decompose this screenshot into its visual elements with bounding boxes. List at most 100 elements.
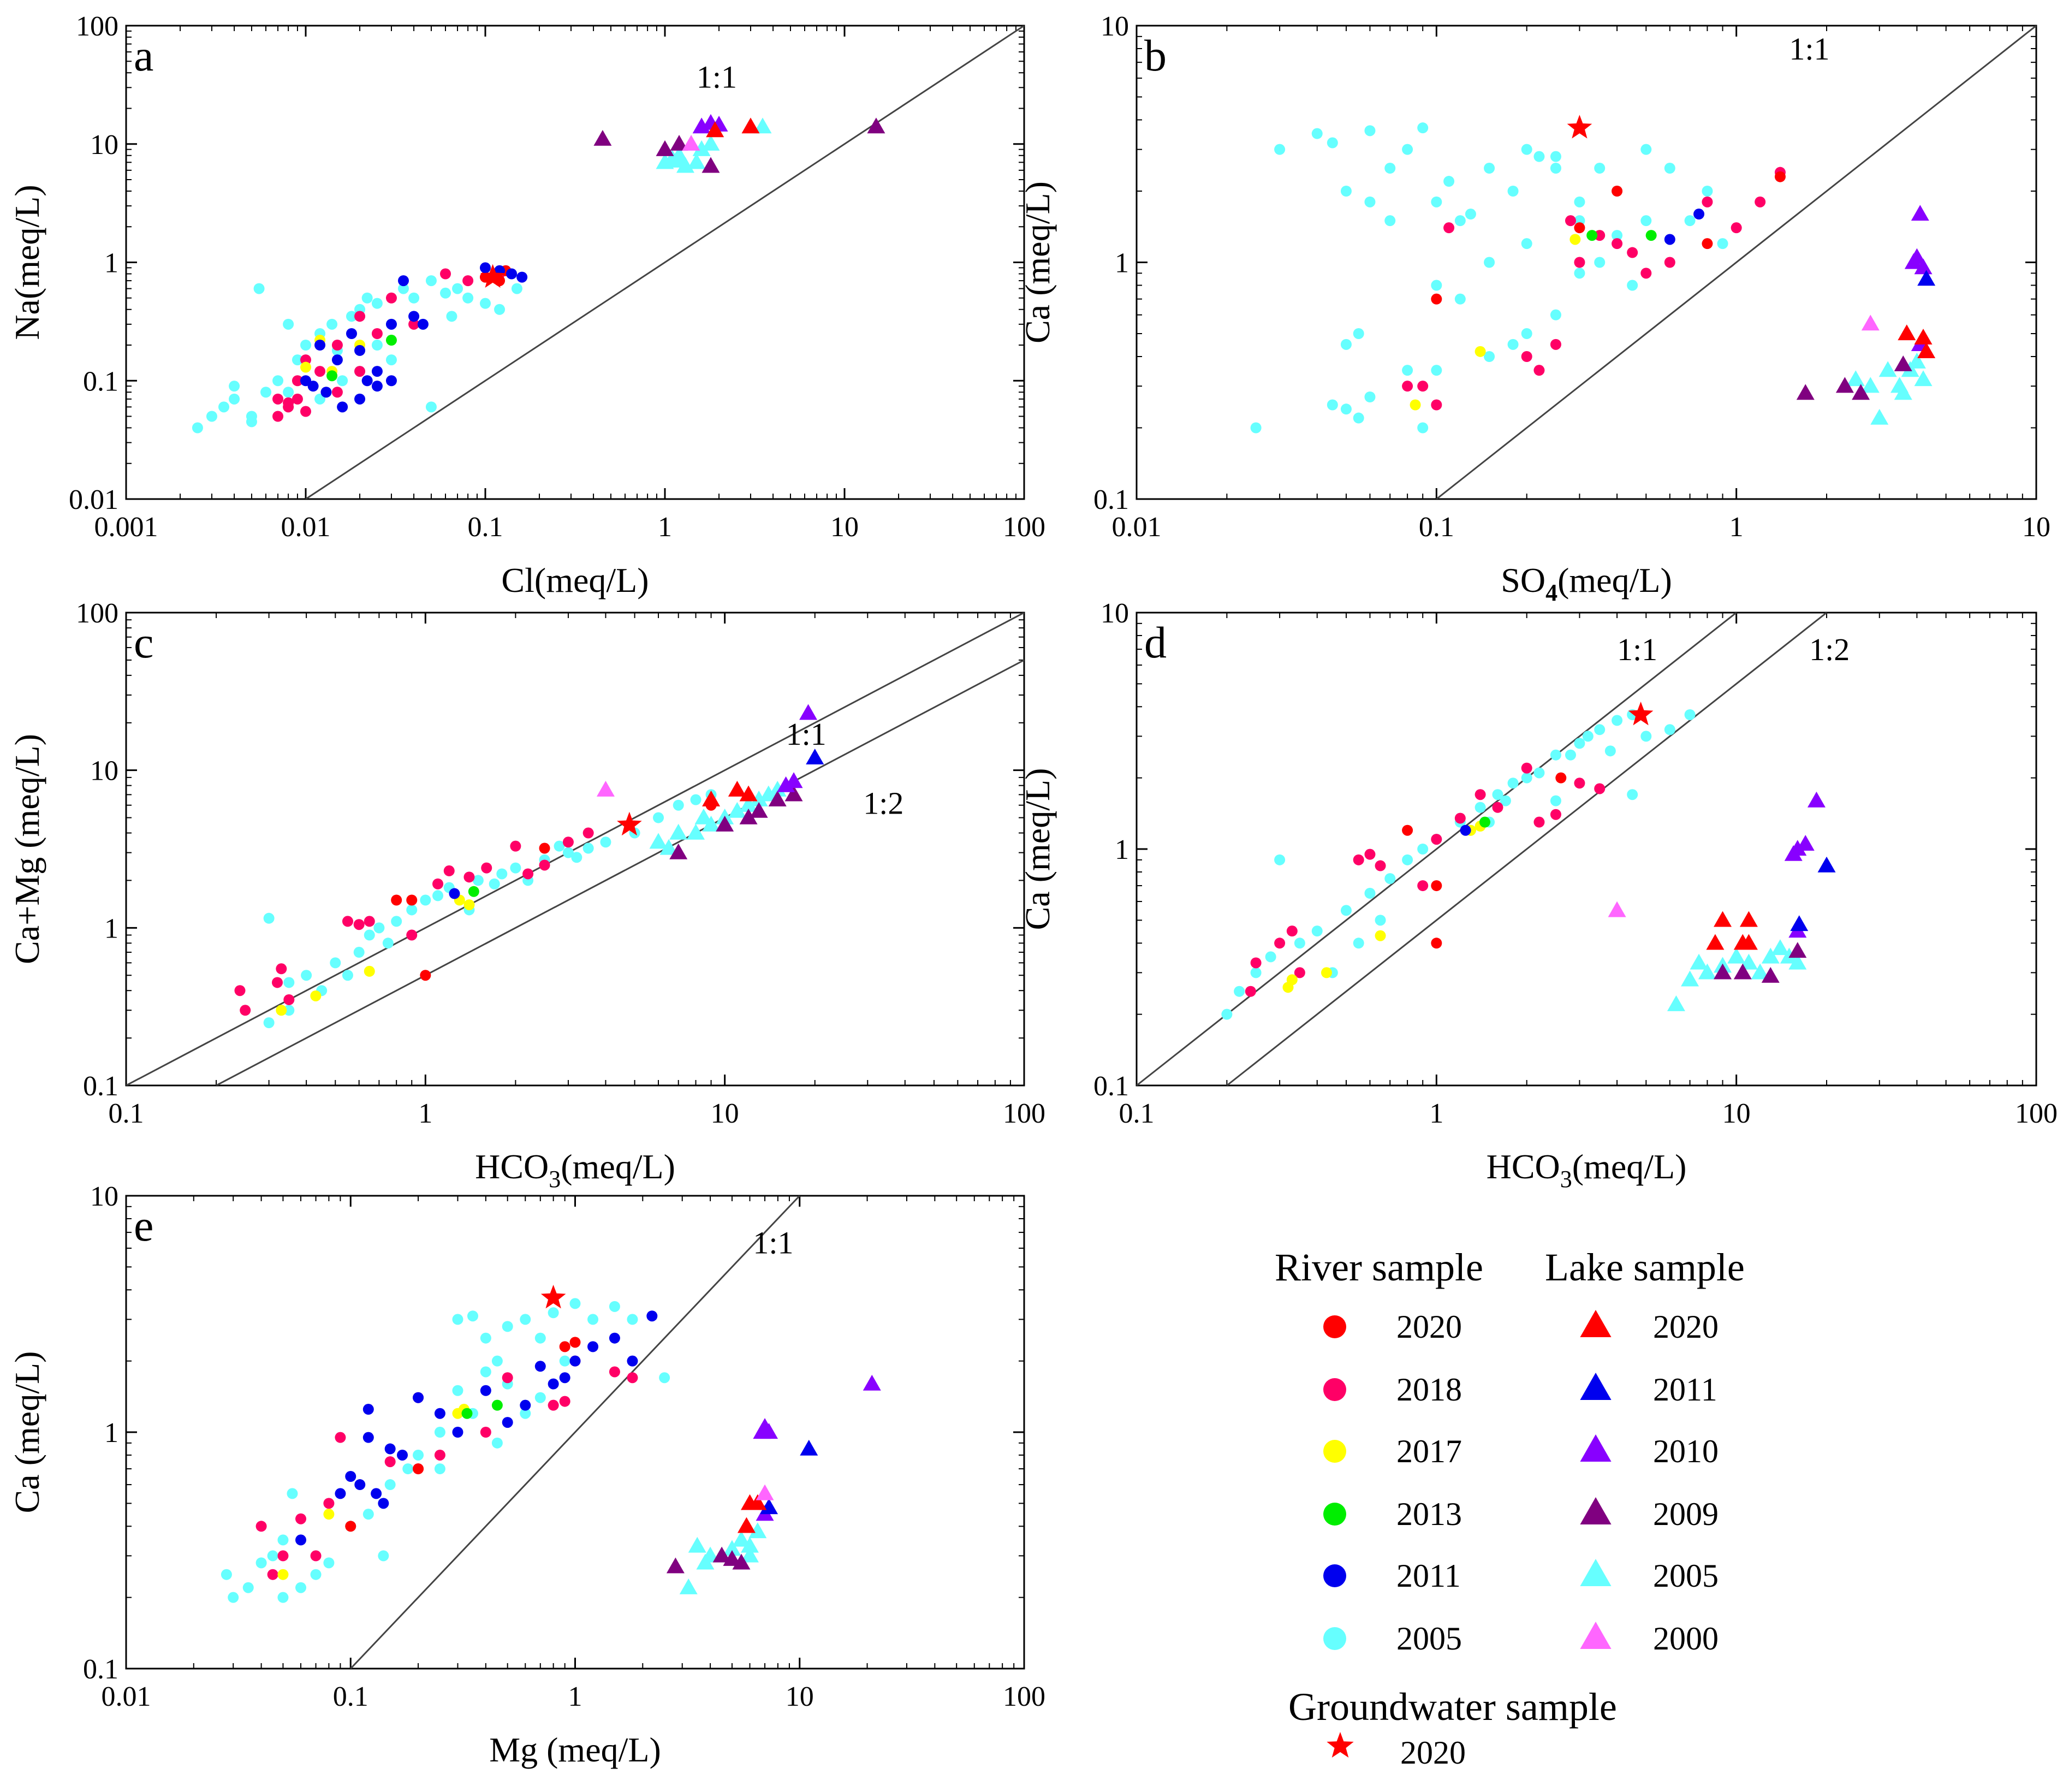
river-2017-point [1475,346,1486,357]
river-2005-point [1594,724,1606,735]
river-2018-point [582,827,594,839]
y-tick-label: 10 [90,756,118,787]
river-2018-point [1550,339,1561,350]
river-2005-point [283,977,295,988]
river-2005-point [272,375,284,387]
river-2018-point [1492,802,1503,813]
river-2011-point [480,1385,491,1396]
river-2005-point [253,283,265,294]
river-2005-point [1375,915,1386,926]
river-2018-point [480,1427,491,1438]
x-tick-label: 0.1 [333,1681,368,1712]
river-2018-point [1755,196,1766,207]
lake-2020-point [1739,911,1758,927]
x-tick-label: 100 [1003,1681,1045,1712]
river-2005-point [1311,925,1323,937]
river-2005-point [452,283,463,294]
lake-2009-point [656,140,674,156]
river-2005-point [1533,151,1545,162]
legend-lake-marker-2005 [1580,1558,1612,1587]
river-2005-point [287,1488,298,1499]
river-2005-point [397,283,409,294]
river-2005-point [1454,293,1466,305]
river-2005-point [406,904,418,916]
ratio-line-1-1 [1137,613,1737,1085]
lake-2005-point [687,153,706,169]
river-2018-point [1612,238,1623,250]
river-2005-point [1717,238,1728,250]
legend: River sample Lake sample Groundwater sam… [1275,1245,1745,1771]
y-tick-label: 1 [104,913,118,944]
lake-2010-point [1796,835,1815,851]
river-2005-point [1250,422,1262,434]
legend-lake-marker-2020 [1580,1309,1612,1338]
river-2005-point [554,840,565,852]
river-2018-point [331,340,343,351]
y-tick-label: 0.1 [83,1654,118,1685]
lake-2005-point [739,796,758,812]
lake-2009-point [768,790,787,806]
lake-2005-point [1727,947,1746,964]
lake-2010-point [777,776,795,792]
legend-lake-marker-2000 [1580,1621,1612,1649]
river-2005-point [1274,144,1286,155]
river-2011-point [502,1417,513,1428]
river-2005-point [1550,749,1561,761]
lake-2009-point [1714,963,1732,980]
river-2017-point [300,361,311,373]
lake-2020-point [702,790,721,806]
lake-2020-point [728,780,746,797]
river-2018-point [310,1550,322,1562]
legend-lake-year: 2010 [1653,1433,1719,1469]
river-2018-point [548,1399,559,1411]
lake-2020-point [1898,324,1916,341]
lake-2009-point [593,130,612,146]
river-2017-point [1410,399,1421,411]
x-tick-label: 0.01 [1112,512,1162,543]
river-2005-point [1340,339,1352,350]
river-2005-point [1492,789,1503,800]
river-2018-point [539,859,550,871]
river-2005-point [1627,280,1638,291]
lake-2020-point [748,1494,767,1510]
river-2005-point [1627,789,1638,800]
lake-2010-point [1914,258,1933,275]
legend-river-year: 2020 [1396,1309,1462,1345]
lake-2009-point [669,843,688,859]
river-2020-point [1431,880,1442,892]
river-2018-point [267,1569,278,1580]
river-2005-point [548,1307,559,1319]
lake-2010-point [760,1423,778,1439]
river-2005-point [432,890,444,901]
river-2005-point [1664,724,1675,735]
river-2018-point [1375,860,1386,871]
river-2005-point [1364,125,1376,137]
legend-lake-year: 2020 [1653,1309,1719,1345]
x-tick-label: 100 [2015,1098,2058,1129]
river-2018-point [1594,230,1606,241]
river-2005-point [326,318,338,330]
ratio-line-1-2 [216,659,1024,1085]
river-2020-point [420,970,431,981]
legend-river-marker-2013 [1323,1503,1346,1526]
river-2020-point [1431,293,1442,305]
plot-area [1250,26,2036,499]
river-2005-point [1594,257,1606,268]
river-2005-point [277,1592,289,1603]
lake-2009-point [716,816,734,832]
river-2005-point [480,1366,491,1378]
river-2011-point [548,1378,559,1390]
legend-lake-marker-2011 [1580,1372,1612,1401]
river-2005-point [283,387,294,398]
river-2005-point [283,1005,295,1016]
river-2005-point [1364,196,1376,207]
x-tick-label: 1 [418,1098,432,1129]
river-2017-point [1569,234,1581,245]
lake-2009-point [1894,355,1912,371]
river-2005-point [229,393,240,405]
river-2020-point [1612,186,1623,197]
river-2018-point [559,1396,570,1407]
y-axis-label: Ca (meq/L) [1018,768,1057,930]
river-2018-point [481,862,492,874]
